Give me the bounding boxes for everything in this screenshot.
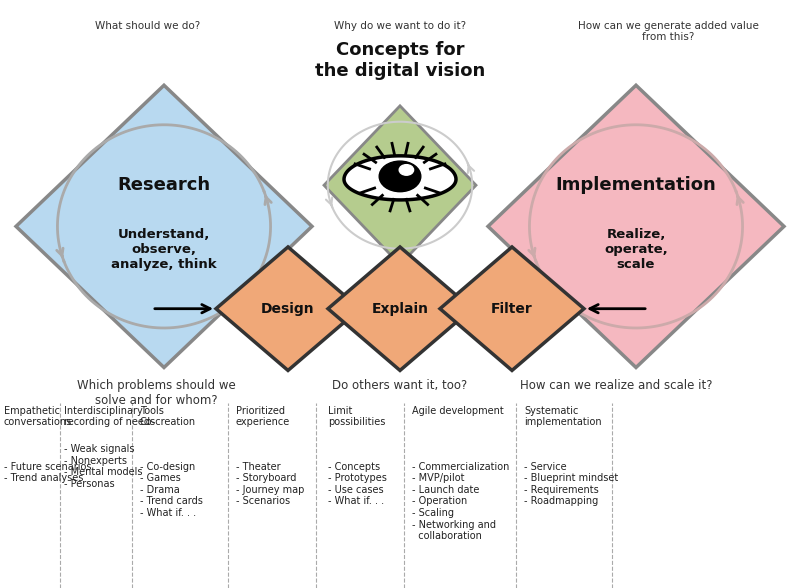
Text: Which problems should we
solve and for whom?: Which problems should we solve and for w… [77,379,235,407]
Text: Implementation: Implementation [556,176,716,194]
Text: Agile development: Agile development [412,406,504,416]
Polygon shape [440,247,584,370]
Text: Realize,
operate,
scale: Realize, operate, scale [604,228,668,272]
Polygon shape [344,156,456,200]
Text: - Weak signals
- Nonexperts
- Mental models
- Personas: - Weak signals - Nonexperts - Mental mod… [64,444,142,489]
Text: - Service
- Blueprint mindset
- Requirements
- Roadmapping: - Service - Blueprint mindset - Requirem… [524,462,618,506]
Circle shape [379,161,421,192]
Text: Explain: Explain [371,302,429,316]
Text: Prioritized
experience: Prioritized experience [236,406,290,427]
Text: Design: Design [261,302,315,316]
Text: Interdisciplinary
recording of needs: Interdisciplinary recording of needs [64,406,155,427]
Text: - Concepts
- Prototypes
- Use cases
- What if. . .: - Concepts - Prototypes - Use cases - Wh… [328,462,387,506]
Text: - Theater
- Storyboard
- Journey map
- Scenarios: - Theater - Storyboard - Journey map - S… [236,462,304,506]
Text: Why do we want to do it?: Why do we want to do it? [334,21,466,31]
Polygon shape [216,247,360,370]
Text: How can we realize and scale it?: How can we realize and scale it? [520,379,712,392]
Text: - Co-design
- Games
- Drama
- Trend cards
- What if. . .: - Co-design - Games - Drama - Trend card… [140,462,203,518]
Circle shape [399,165,414,175]
Text: Filter: Filter [491,302,533,316]
Text: - Future scenarios
- Trend analyses: - Future scenarios - Trend analyses [4,462,91,483]
Text: Research: Research [118,176,210,194]
Polygon shape [324,106,476,265]
Text: Empathetic
conversations: Empathetic conversations [4,406,72,427]
Text: Tools
Co-creation: Tools Co-creation [140,406,196,427]
Text: How can we generate added value
from this?: How can we generate added value from thi… [578,21,758,42]
Text: - Commercialization
- MVP/pilot
- Launch date
- Operation
- Scaling
- Networking: - Commercialization - MVP/pilot - Launch… [412,462,510,541]
Polygon shape [328,247,472,370]
Text: Do others want it, too?: Do others want it, too? [332,379,468,392]
Text: Systematic
implementation: Systematic implementation [524,406,602,427]
Polygon shape [488,85,784,368]
Text: Concepts for
the digital vision: Concepts for the digital vision [315,41,485,80]
Text: Understand,
observe,
analyze, think: Understand, observe, analyze, think [111,228,217,272]
Polygon shape [16,85,312,368]
Text: What should we do?: What should we do? [95,21,201,31]
Text: Limit
possibilities: Limit possibilities [328,406,386,427]
